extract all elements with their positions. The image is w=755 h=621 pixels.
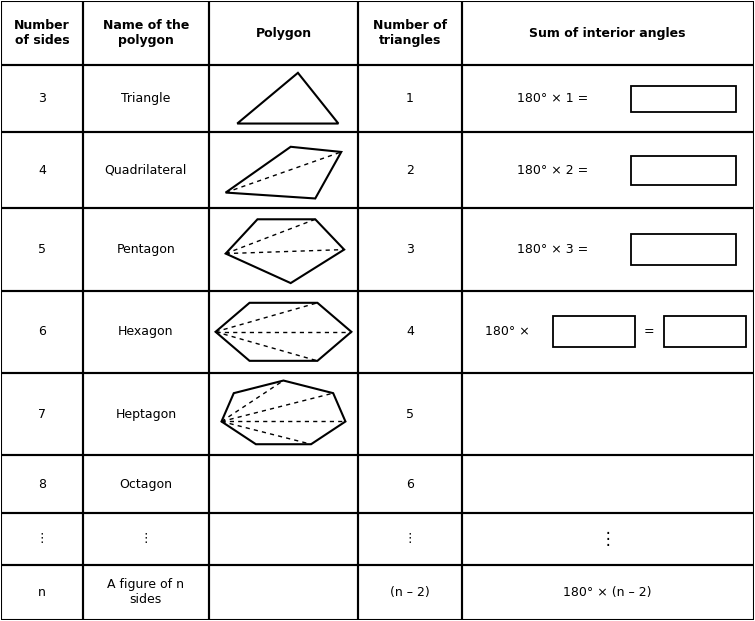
Bar (462, 65, 753, 132)
Text: 5: 5 (38, 243, 46, 256)
Text: Name of the
polygon: Name of the polygon (103, 19, 189, 47)
Text: 1: 1 (406, 93, 414, 106)
Bar (358, 132, 462, 209)
Bar (358, 373, 462, 455)
Text: Triangle: Triangle (121, 93, 171, 106)
Bar (209, 1, 358, 65)
Bar (462, 373, 753, 455)
Bar (358, 209, 462, 291)
Text: Heptagon: Heptagon (116, 407, 177, 420)
Bar (82, 513, 209, 564)
Bar (82, 65, 209, 132)
Bar (462, 291, 753, 373)
Text: 180° × (n – 2): 180° × (n – 2) (563, 586, 652, 599)
Bar (358, 1, 462, 65)
Text: =: = (644, 325, 655, 338)
Bar (2, 564, 82, 620)
Bar (462, 132, 753, 209)
Bar (82, 373, 209, 455)
Bar (358, 291, 462, 373)
Bar (631, 86, 736, 112)
Bar (2, 209, 82, 291)
Bar (82, 132, 209, 209)
Bar (209, 209, 358, 291)
Bar (462, 455, 753, 513)
Text: 180° ×: 180° × (485, 325, 530, 338)
Bar (2, 513, 82, 564)
Bar (2, 291, 82, 373)
Text: 6: 6 (406, 478, 414, 491)
Bar (82, 1, 209, 65)
Text: 5: 5 (406, 407, 414, 420)
Bar (82, 209, 209, 291)
Text: 2: 2 (406, 164, 414, 177)
Text: Sum of interior angles: Sum of interior angles (529, 27, 686, 40)
Bar (209, 373, 358, 455)
Text: 4: 4 (406, 325, 414, 338)
Bar (664, 316, 746, 347)
Text: Pentagon: Pentagon (116, 243, 175, 256)
Bar (82, 291, 209, 373)
Bar (462, 564, 753, 620)
Text: Number
of sides: Number of sides (14, 19, 70, 47)
Text: ⋮: ⋮ (35, 532, 48, 545)
Bar (358, 513, 462, 564)
Text: (n – 2): (n – 2) (390, 586, 430, 599)
Text: Quadrilateral: Quadrilateral (105, 164, 187, 177)
Bar (358, 65, 462, 132)
Bar (209, 291, 358, 373)
Bar (2, 1, 82, 65)
Bar (2, 373, 82, 455)
Bar (209, 513, 358, 564)
Text: 8: 8 (38, 478, 46, 491)
Bar (82, 564, 209, 620)
Text: 3: 3 (38, 93, 46, 106)
Bar (358, 564, 462, 620)
Text: Octagon: Octagon (119, 478, 172, 491)
Text: 4: 4 (38, 164, 46, 177)
Text: 180° × 3 =: 180° × 3 = (516, 243, 588, 256)
Bar (2, 65, 82, 132)
Text: Number of
triangles: Number of triangles (373, 19, 447, 47)
Text: 180° × 2 =: 180° × 2 = (516, 164, 588, 177)
Bar (2, 455, 82, 513)
Bar (553, 316, 635, 347)
Bar (631, 234, 736, 265)
Text: 3: 3 (406, 243, 414, 256)
Bar (82, 455, 209, 513)
Bar (209, 132, 358, 209)
Text: n: n (38, 586, 46, 599)
Text: Polygon: Polygon (255, 27, 312, 40)
Text: ⋮: ⋮ (140, 532, 152, 545)
Text: 180° × 1 =: 180° × 1 = (516, 93, 588, 106)
Bar (209, 455, 358, 513)
Text: ⋮: ⋮ (599, 530, 616, 548)
Bar (358, 455, 462, 513)
Text: 7: 7 (38, 407, 46, 420)
Text: ⋮: ⋮ (404, 532, 416, 545)
Text: A figure of n
sides: A figure of n sides (107, 578, 184, 606)
Text: 6: 6 (38, 325, 46, 338)
Bar (209, 564, 358, 620)
Bar (209, 65, 358, 132)
Text: Hexagon: Hexagon (118, 325, 174, 338)
Bar (631, 156, 736, 185)
Bar (462, 513, 753, 564)
Bar (2, 132, 82, 209)
Bar (462, 1, 753, 65)
Bar (462, 209, 753, 291)
